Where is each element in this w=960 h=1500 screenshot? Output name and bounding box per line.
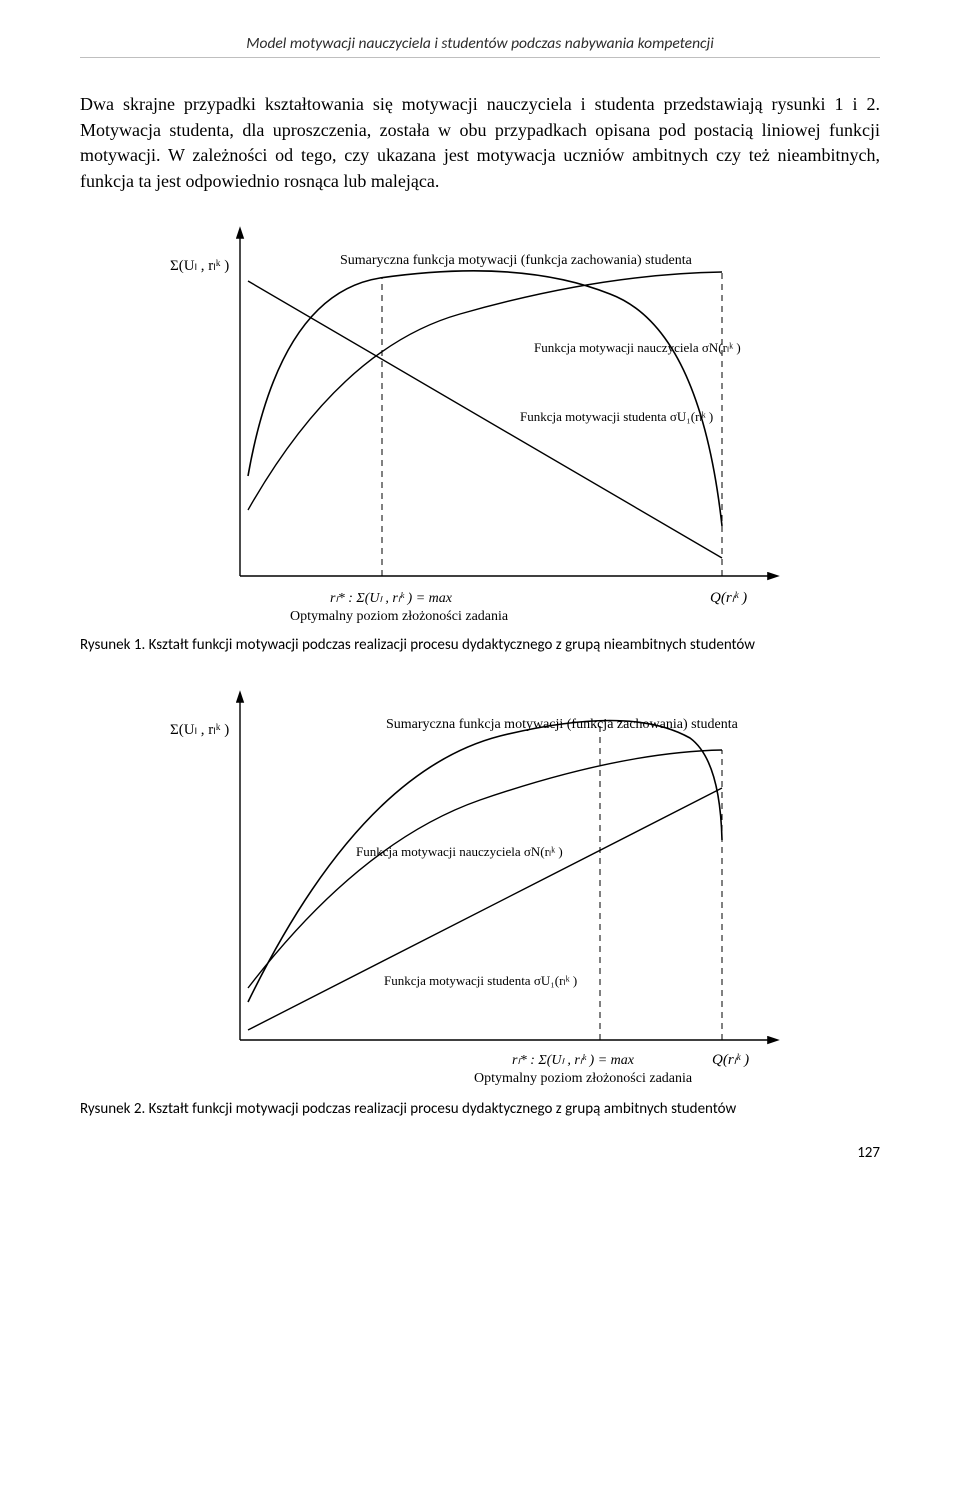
- fig1-axis-y-label: Σ(Uₗ , rₗᵏ ): [170, 258, 229, 274]
- figure-2-svg: Σ(Uₗ , rₗᵏ ) Sumaryczna funkcja motywacj…: [160, 680, 800, 1090]
- fig1-sum-label: Sumaryczna funkcja motywacji (funkcja za…: [340, 253, 693, 268]
- running-title: Model motywacji nauczyciela i studentów …: [80, 34, 880, 53]
- fig1-student-label: Funkcja motywacji studenta σU₁(rₗᵏ ): [520, 409, 713, 424]
- fig2-opt-label-bottom: Optymalny poziom złożoności zadania: [474, 1071, 693, 1086]
- fig1-teacher-label: Funkcja motywacji nauczyciela σN(rₗᵏ ): [534, 340, 741, 355]
- figure-1-caption: Rysunek 1. Kształt funkcji motywacji pod…: [80, 636, 880, 654]
- figure-2-caption: Rysunek 2. Kształt funkcji motywacji pod…: [80, 1100, 880, 1118]
- fig1-opt-label-top: rₗ* : Σ(Uₗ , rₗᵏ ) = max: [330, 591, 453, 606]
- fig2-student-label: Funkcja motywacji studenta σU₁(rₗᵏ ): [384, 973, 577, 988]
- fig2-sum-curve: [248, 721, 722, 1003]
- page-container: Model motywacji nauczyciela i studentów …: [0, 0, 960, 1500]
- fig2-sum-label: Sumaryczna funkcja motywacji (funkcja za…: [386, 717, 739, 732]
- figure-1: Σ(Uₗ , rₗᵏ ) Sumaryczna funkcja motywacj…: [80, 216, 880, 626]
- figure-2: Σ(Uₗ , rₗᵏ ) Sumaryczna funkcja motywacj…: [80, 680, 880, 1090]
- body-paragraph: Dwa skrajne przypadki kształtowania się …: [80, 92, 880, 194]
- figure-1-svg: Σ(Uₗ , rₗᵏ ) Sumaryczna funkcja motywacj…: [160, 216, 800, 626]
- fig1-opt-label-bottom: Optymalny poziom złożoności zadania: [290, 609, 509, 624]
- fig1-sum-curve: [248, 271, 722, 526]
- fig2-axis-y-label: Σ(Uₗ , rₗᵏ ): [170, 722, 229, 738]
- fig2-axis-x-label: Q(rₗᵏ ): [712, 1052, 749, 1068]
- fig2-teacher-label: Funkcja motywacji nauczyciela σN(rₗᵏ ): [356, 844, 563, 859]
- fig1-axis-x-label: Q(rₗᵏ ): [710, 590, 747, 606]
- page-number: 127: [80, 1144, 880, 1162]
- header-rule: [80, 57, 880, 58]
- fig2-opt-label-top: rₗ* : Σ(Uₗ , rₗᵏ ) = max: [512, 1053, 635, 1068]
- fig2-student-line: [248, 788, 722, 1030]
- fig2-teacher-curve: [248, 750, 722, 988]
